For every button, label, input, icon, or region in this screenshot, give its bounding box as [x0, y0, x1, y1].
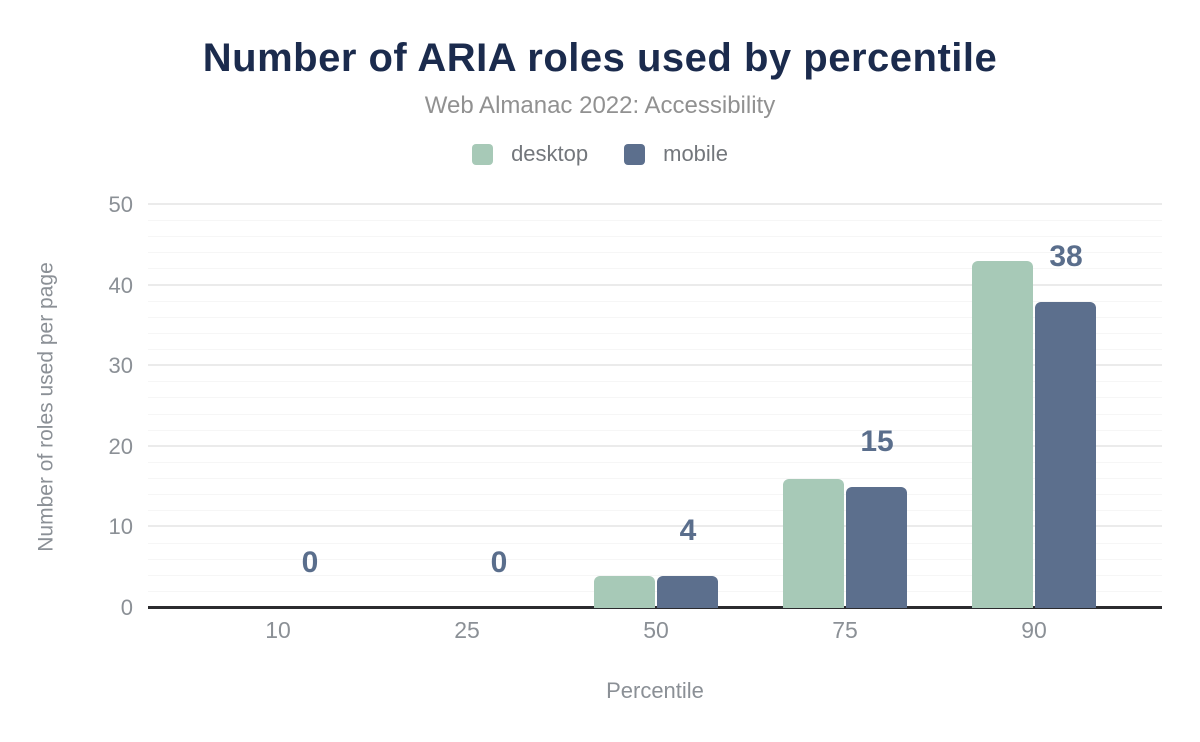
mobile-swatch-icon: [624, 143, 646, 165]
x-tick-label-p10: 10: [265, 617, 291, 643]
value-label-p25: 0: [490, 546, 508, 579]
chart-title: Number of ARIA roles used by percentile: [202, 36, 998, 80]
gridline-major: [148, 203, 1162, 205]
desktop-bar-p90[interactable]: [972, 261, 1033, 608]
y-axis-ticks: 0 10 20 30 40 50: [0, 192, 133, 620]
x-axis-title: Percentile: [606, 678, 704, 703]
x-tick-label-p90: 90: [1021, 617, 1047, 643]
gridline-minor: [148, 461, 1162, 463]
gridline-major: [148, 364, 1162, 367]
bar-group-p90: [972, 261, 1096, 608]
desktop-bar-p50[interactable]: [594, 575, 655, 608]
chart-subtitle: Web Almanac 2022: Accessibility: [424, 92, 776, 119]
gridline-minor: [148, 236, 1162, 238]
y-tick-label: 30: [108, 353, 133, 379]
gridline-minor: [148, 252, 1162, 254]
value-label-p50: 4: [679, 513, 697, 547]
x-tick-label-p50: 50: [643, 617, 669, 643]
y-tick-label: 40: [108, 272, 133, 298]
x-tick-label-p25: 25: [454, 617, 480, 643]
gridline-minor: [148, 397, 1162, 399]
gridline-minor: [148, 381, 1162, 383]
gridline-minor: [148, 300, 1162, 302]
legend-item-desktop[interactable]: desktop: [472, 141, 588, 167]
value-label-p10: 0: [301, 546, 319, 579]
desktop-swatch-icon: [472, 143, 494, 165]
gridline-major: [148, 444, 1162, 447]
gridline-minor: [148, 316, 1162, 318]
plot-area: 0 10 0 25 4 50 15 75 38 90: [148, 203, 1162, 643]
gridline-minor: [148, 510, 1162, 512]
y-tick-label: 50: [108, 192, 133, 217]
gridline-minor: [148, 429, 1162, 431]
gridline-minor: [148, 349, 1162, 351]
gridline-minor: [148, 332, 1162, 334]
legend-label-desktop: desktop: [511, 141, 589, 166]
gridline-minor: [148, 220, 1162, 222]
gridline-minor: [148, 558, 1162, 560]
gridline-major: [148, 525, 1162, 528]
legend-item-mobile[interactable]: mobile: [624, 141, 728, 167]
y-tick-label: 20: [108, 433, 133, 459]
x-tick-label-p75: 75: [832, 617, 858, 643]
gridline-minor: [148, 413, 1162, 415]
value-label-p90: 38: [1049, 239, 1083, 273]
gridline-major: [148, 283, 1162, 286]
gridline-minor: [148, 590, 1162, 592]
gridline-minor: [148, 542, 1162, 544]
bar-group-p50: [594, 575, 718, 608]
legend: desktop mobile: [0, 141, 1200, 167]
y-tick-label: 10: [108, 514, 133, 540]
bar-group-p75: [783, 479, 907, 608]
mobile-bar-p75[interactable]: [846, 487, 907, 608]
y-tick-label: 0: [120, 595, 133, 620]
mobile-bar-p90[interactable]: [1035, 301, 1096, 608]
desktop-bar-p75[interactable]: [783, 479, 844, 608]
gridline-minor: [148, 574, 1162, 576]
gridline-minor: [148, 478, 1162, 480]
x-axis-line: [148, 606, 1162, 609]
mobile-bar-p50[interactable]: [657, 575, 718, 608]
gridline-minor: [148, 494, 1162, 496]
value-label-p75: 15: [860, 425, 894, 459]
gridline-minor: [148, 268, 1162, 270]
legend-label-mobile: mobile: [663, 141, 728, 166]
